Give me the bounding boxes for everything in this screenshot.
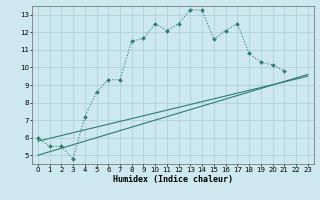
X-axis label: Humidex (Indice chaleur): Humidex (Indice chaleur) xyxy=(113,175,233,184)
